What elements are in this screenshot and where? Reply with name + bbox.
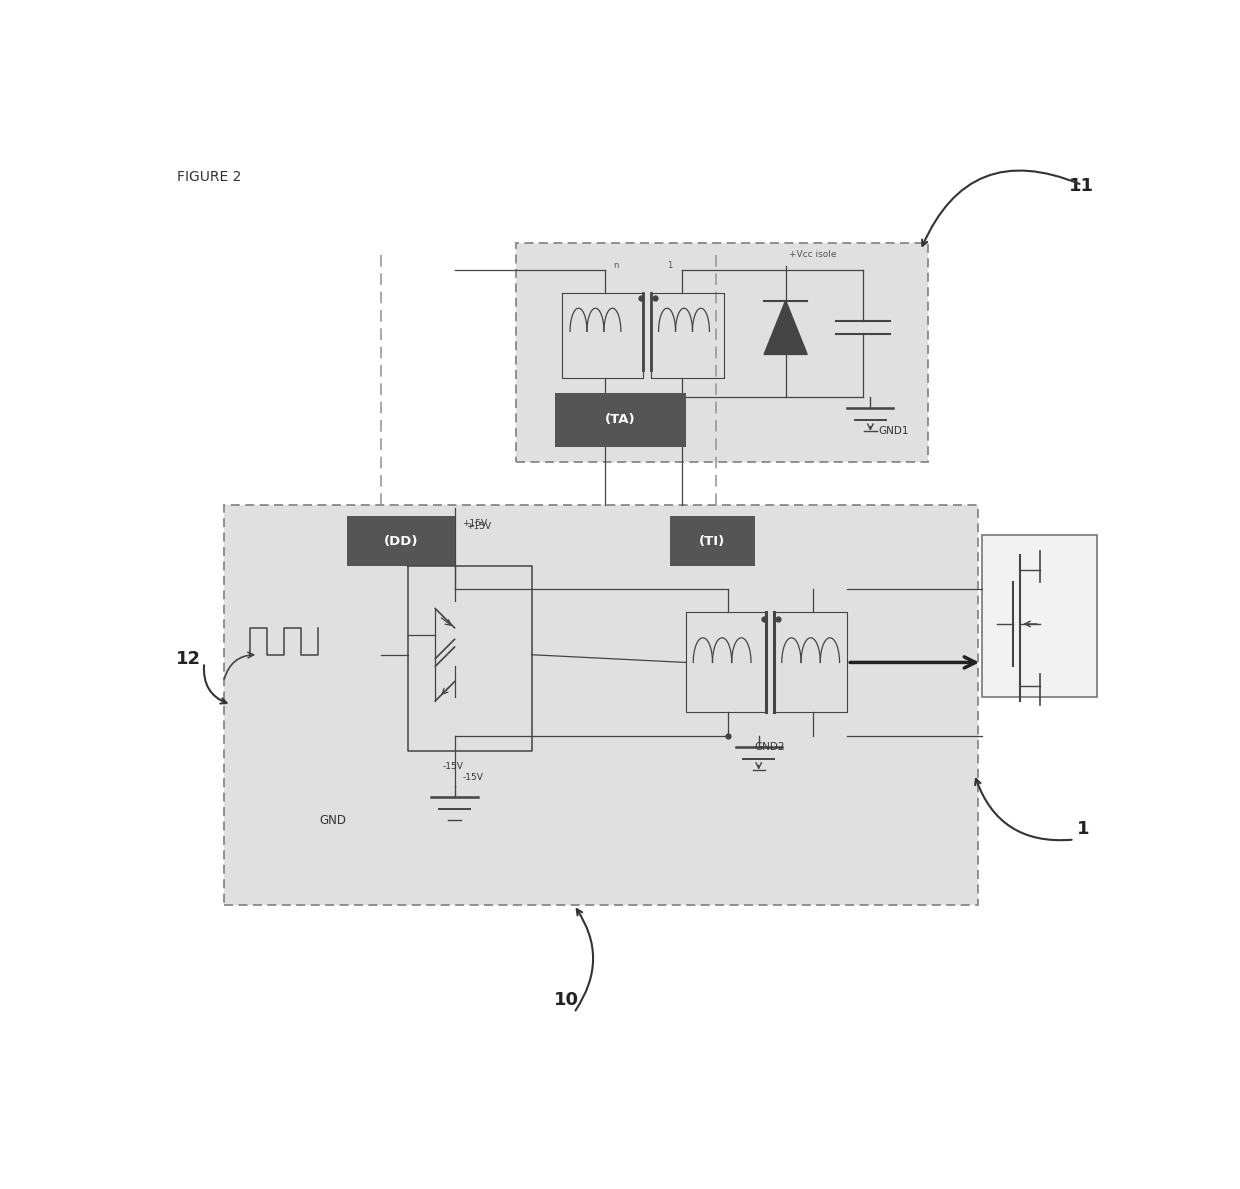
Text: GND1: GND1: [878, 427, 909, 436]
Text: +Vcc isole: +Vcc isole: [790, 250, 837, 259]
Text: n: n: [614, 262, 619, 270]
Text: 10: 10: [554, 990, 579, 1009]
Text: +15V: +15V: [466, 522, 491, 530]
Text: (TA): (TA): [605, 414, 635, 427]
Polygon shape: [764, 301, 807, 354]
Text: 1: 1: [1078, 820, 1090, 838]
Text: 12: 12: [175, 649, 201, 667]
FancyBboxPatch shape: [554, 392, 686, 447]
Text: -15V: -15V: [463, 773, 484, 782]
Text: (TI): (TI): [699, 535, 725, 548]
FancyBboxPatch shape: [223, 504, 978, 905]
FancyBboxPatch shape: [982, 535, 1097, 697]
FancyBboxPatch shape: [347, 516, 455, 566]
Text: +15V: +15V: [463, 520, 487, 528]
FancyBboxPatch shape: [516, 243, 928, 463]
Text: GND: GND: [320, 813, 347, 826]
Text: 11: 11: [1069, 177, 1094, 195]
Text: 1: 1: [667, 262, 673, 270]
FancyBboxPatch shape: [670, 516, 755, 566]
Text: (DD): (DD): [383, 535, 418, 548]
Text: GND2: GND2: [755, 742, 785, 753]
Text: -15V: -15V: [443, 762, 464, 770]
Text: FIGURE 2: FIGURE 2: [177, 170, 242, 183]
